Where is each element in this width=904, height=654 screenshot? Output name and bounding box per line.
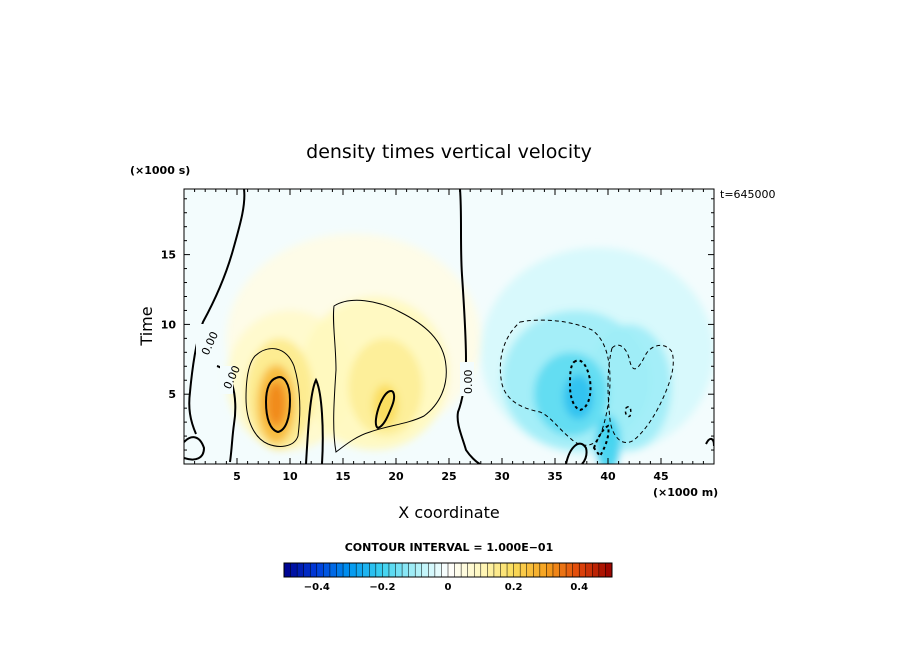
colorbar-cell: [382, 563, 390, 577]
contour-neg-main: [499, 319, 611, 446]
colorbar-cell: [375, 563, 383, 577]
contour-labels: 0.00 0.00 0.00: [196, 324, 475, 396]
colorbar-cell: [526, 563, 534, 577]
colorbar-cell: [388, 563, 396, 577]
colorbar-cell: [493, 563, 501, 577]
colorbar-cell: [605, 563, 613, 577]
zero-label-3: 0.00: [462, 370, 475, 395]
zero-contour-bottom-1: [305, 377, 324, 464]
axes: 5 10 15 20 25 30 35 40 45 5 10 15: [161, 189, 714, 483]
colorbar-cell: [448, 563, 455, 577]
colorbar-cell: [513, 563, 521, 577]
x-tick-label: 25: [441, 470, 456, 483]
colorbar-tick-label: −0.4: [304, 582, 330, 593]
contour-neg-small: [624, 405, 632, 418]
contour-neg-core-2: [592, 424, 610, 458]
colorbar-cell: [559, 563, 567, 577]
colorbar-cell: [592, 563, 600, 577]
colorbar-cell: [362, 563, 370, 577]
x-axis-label: X coordinate: [398, 503, 499, 522]
colorbar-tick-label: 0.2: [505, 582, 523, 593]
contour-pos-left: [245, 348, 301, 447]
plot-area: 0.00 0.00 0.00: [184, 189, 714, 464]
colorbar-cell: [415, 563, 423, 577]
field-patch: [595, 415, 621, 464]
contour-pos-core-center: [374, 390, 396, 430]
colorbar-cell: [507, 563, 514, 577]
colorbar-cell: [369, 563, 377, 577]
colorbar-cell: [408, 563, 416, 577]
colorbar-cell: [552, 563, 560, 577]
x-tick-label: 35: [547, 470, 562, 483]
colorbar-cell: [579, 563, 587, 577]
y-unit-label: (×1000 s): [130, 164, 190, 177]
colorbar-tick-label: 0.4: [570, 582, 588, 593]
colorbar-cell: [428, 563, 436, 577]
colorbar-cell: [323, 563, 331, 577]
colorbar-cell: [480, 563, 488, 577]
colorbar-cell: [572, 563, 580, 577]
y-axis-label: Time: [137, 306, 156, 346]
colorbar-frame: [283, 562, 613, 578]
zero-contour-bottom-3: [565, 442, 588, 464]
x-tick-label: 10: [282, 470, 298, 483]
colorbar-cell: [329, 563, 337, 577]
x-tick-label: 30: [494, 470, 510, 483]
colorbar-cell: [290, 563, 298, 577]
chart-title: density times vertical velocity: [306, 141, 592, 163]
colorbar-cell: [566, 563, 573, 577]
colorbar-cell: [487, 563, 495, 577]
x-tick-label: 5: [233, 470, 241, 483]
colorbar-cell: [349, 563, 357, 577]
contour-pos-core-left: [264, 376, 292, 434]
colorbar-cell: [434, 563, 442, 577]
colorbar-cell: [303, 563, 311, 577]
colorbar-cell: [395, 563, 403, 577]
colorbar-cell: [533, 563, 541, 577]
colorbar-tick-label: −0.2: [369, 582, 395, 593]
colorbar-cell: [520, 563, 528, 577]
colorbar-cell: [467, 563, 475, 577]
zero-contour-bottom-2: [184, 436, 206, 461]
contour-pos-center: [332, 299, 447, 453]
field-patch: [563, 374, 594, 420]
colorbar-cell: [598, 563, 606, 577]
colorbar-cell: [343, 563, 350, 577]
x-tick-label: 15: [335, 470, 350, 483]
colorbar-cell: [284, 563, 291, 577]
y-tick-label: 5: [168, 388, 176, 401]
y-tick-label: 15: [161, 249, 176, 262]
colorbar-cell: [500, 563, 508, 577]
contour-neg-core: [568, 359, 592, 412]
colorbar-cell: [474, 563, 482, 577]
contour-interval-text: CONTOUR INTERVAL = 1.000E−01: [345, 541, 554, 554]
colorbar-cell: [461, 563, 468, 577]
time-stamp: t=645000: [720, 188, 776, 201]
colorbar-cell: [297, 563, 304, 577]
contour-neg-right: [607, 344, 674, 443]
x-unit-label: (×1000 m): [653, 486, 718, 499]
x-tick-label: 20: [388, 470, 404, 483]
colorbar-cell: [454, 563, 462, 577]
colorbar-cell: [402, 563, 409, 577]
x-tick-label: 40: [600, 470, 616, 483]
colorbar: [283, 562, 613, 578]
colorbar-cell: [310, 563, 318, 577]
field-patch: [372, 384, 399, 427]
zero-contour-left: [188, 189, 246, 435]
field-patch: [266, 381, 286, 427]
colorbar-cell: [421, 563, 429, 577]
colorbar-cell: [316, 563, 324, 577]
colorbar-cell: [585, 563, 593, 577]
colorbar-cell: [336, 563, 344, 577]
y-tick-label: 10: [161, 318, 177, 331]
colorbar-tick-label: 0: [445, 582, 452, 593]
colorbar-tick-labels: −0.4 −0.2 0 0.2 0.4: [304, 582, 588, 593]
colorbar-cell: [441, 563, 449, 577]
colorbar-cell: [539, 563, 547, 577]
colorbar-cell: [546, 563, 554, 577]
colorbar-cell: [356, 563, 364, 577]
x-tick-label: 45: [653, 470, 668, 483]
